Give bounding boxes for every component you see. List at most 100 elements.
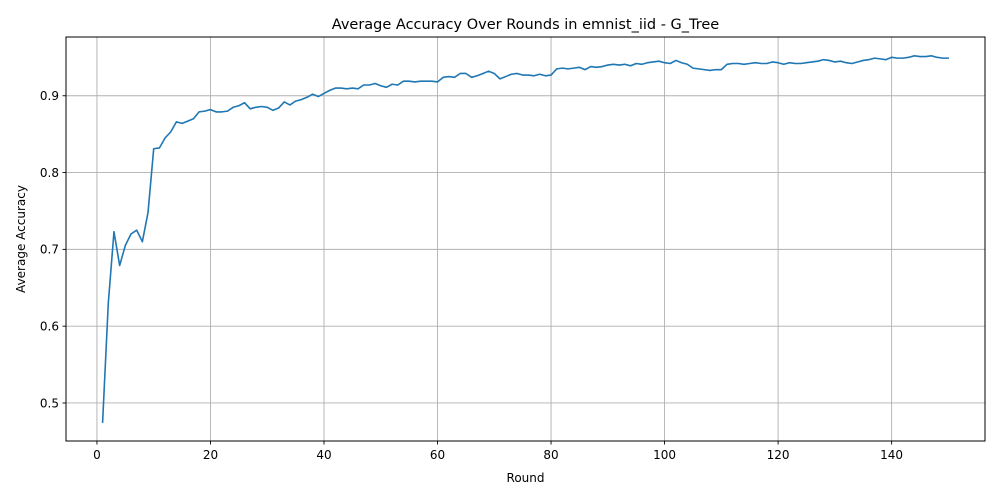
data-point [130, 233, 132, 235]
data-point [425, 80, 427, 82]
y-tick-label: 0.5 [40, 396, 59, 410]
data-point [805, 62, 808, 64]
data-point [414, 81, 416, 83]
data-point [277, 107, 280, 109]
y-tick-label: 0.8 [40, 166, 59, 180]
data-point [141, 241, 143, 243]
data-point [783, 63, 785, 65]
data-point [391, 83, 393, 85]
data-point [448, 75, 450, 78]
data-point [590, 65, 592, 68]
data-point [295, 100, 297, 102]
data-point [385, 86, 388, 88]
data-point [175, 121, 177, 123]
data-point [743, 63, 745, 65]
data-point [777, 62, 779, 64]
data-point [232, 106, 234, 108]
x-tick-label: 40 [316, 448, 331, 462]
data-point [170, 131, 172, 133]
data-point [556, 68, 558, 70]
data-point [550, 74, 552, 76]
data-point [340, 87, 342, 89]
data-point [380, 85, 382, 87]
data-point [845, 62, 847, 64]
data-point [334, 87, 336, 89]
data-point [368, 84, 370, 86]
data-point [936, 56, 938, 58]
data-point [601, 65, 603, 68]
data-point [891, 56, 893, 58]
data-point [902, 57, 904, 59]
data-point [260, 105, 263, 108]
data-point [539, 73, 541, 75]
data-point [363, 84, 365, 86]
y-tick-label: 0.6 [40, 319, 59, 333]
data-point [249, 108, 251, 110]
data-point [720, 69, 722, 71]
data-point [681, 62, 683, 64]
data-point [482, 72, 484, 75]
data-point [800, 62, 802, 65]
data-point [493, 72, 495, 75]
data-point [453, 76, 456, 78]
data-point [726, 63, 728, 65]
data-point [192, 118, 195, 120]
data-point [828, 59, 830, 62]
data-point [885, 59, 887, 61]
data-point [794, 62, 796, 65]
data-point [675, 59, 677, 62]
data-point [306, 96, 308, 98]
data-point [788, 62, 791, 64]
data-point [107, 302, 109, 304]
chart-title: Average Accuracy Over Rounds in emnist_i… [332, 17, 720, 33]
x-tick-label: 0 [93, 448, 101, 462]
data-point [658, 60, 660, 62]
data-point [942, 57, 944, 59]
data-point [346, 88, 348, 90]
data-point [641, 63, 643, 65]
data-point [431, 80, 433, 82]
data-point [499, 78, 501, 80]
data-point [567, 68, 569, 70]
data-point [544, 75, 546, 77]
data-point [283, 101, 285, 103]
data-point [635, 62, 637, 65]
data-point [709, 69, 711, 72]
x-axis-ticks: 0 20 40 60 80 100 120 140 [93, 441, 903, 462]
data-point [243, 102, 246, 104]
data-point [136, 229, 138, 231]
data-point [703, 69, 705, 71]
data-point [669, 62, 671, 65]
data-point [874, 57, 876, 59]
data-point [255, 106, 257, 108]
data-point [856, 61, 859, 63]
data-point [470, 76, 473, 78]
data-point [476, 75, 478, 77]
data-points [102, 55, 949, 423]
data-point [147, 211, 149, 214]
data-point [766, 62, 768, 65]
y-axis-ticks: 0.5 0.6 0.7 0.8 0.9 [40, 89, 66, 410]
data-point [329, 89, 331, 91]
data-point [930, 55, 932, 57]
data-point [408, 80, 410, 82]
x-tick-label: 20 [203, 448, 218, 462]
data-point [925, 55, 927, 58]
data-point [732, 62, 734, 65]
x-tick-label: 80 [543, 448, 558, 462]
y-axis-label: Average Accuracy [14, 185, 28, 293]
data-point [226, 110, 229, 112]
data-point [839, 60, 842, 62]
data-point [300, 99, 302, 101]
series-group [101, 55, 950, 423]
data-point [715, 69, 717, 71]
data-point [533, 75, 535, 77]
data-point [266, 106, 268, 108]
data-point [698, 68, 700, 70]
data-point [749, 62, 751, 65]
data-point [561, 67, 564, 69]
data-point [947, 57, 949, 59]
data-point [215, 111, 217, 113]
data-point [351, 87, 353, 89]
